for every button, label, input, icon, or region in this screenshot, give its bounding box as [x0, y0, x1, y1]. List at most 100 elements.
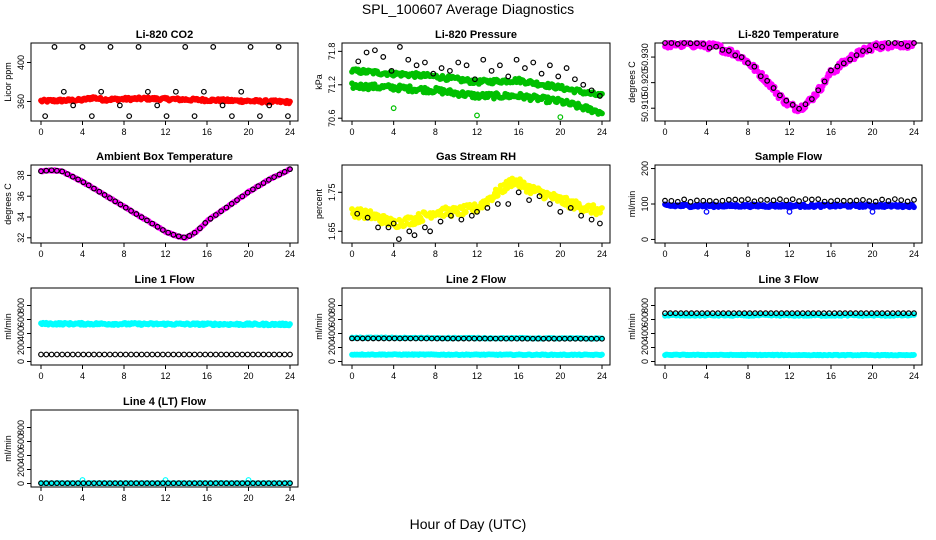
- chart-10-y-tick-label: 600: [16, 434, 26, 449]
- chart-1-x-tick-label: 16: [202, 127, 212, 137]
- chart-2-data-point: [405, 56, 412, 63]
- chart-8-data-point: [428, 335, 435, 342]
- chart-8-data-point: [513, 335, 520, 342]
- chart-7-data-point: [43, 351, 50, 358]
- chart-5-data-point: [427, 228, 434, 235]
- chart-3-data-point: [802, 101, 809, 108]
- chart-9-data-point: [911, 351, 917, 358]
- chart-9-data-point: [852, 310, 859, 317]
- chart-8-data-point: [593, 335, 600, 342]
- chart-1-data-point: [79, 44, 86, 50]
- chart-9-data-point: [879, 310, 886, 317]
- chart-4-data-point: [165, 229, 172, 236]
- chart-8-data-point: [529, 335, 536, 342]
- chart-3-data-point: [681, 40, 688, 46]
- chart-2-data-point: [491, 95, 497, 102]
- chart-3-data-point: [911, 40, 917, 46]
- chart-3-x-tick-label: 12: [784, 127, 794, 137]
- chart-9-data-point: [810, 310, 817, 317]
- chart-10-data-point: [159, 480, 166, 487]
- chart-7-data-point: [38, 351, 44, 358]
- chart-2-data-point: [513, 56, 520, 63]
- chart-5-data-point: [474, 208, 480, 215]
- chart-3-series-1: [662, 40, 917, 115]
- chart-4-y-axis-label: degrees C: [3, 183, 13, 225]
- chart-5-data-point: [458, 216, 465, 223]
- chart-8-y-tick-label: 0: [327, 359, 337, 364]
- chart-10-data-point: [69, 480, 76, 487]
- chart-7-data-point: [122, 351, 129, 358]
- chart-4-x-tick-label: 16: [202, 249, 212, 259]
- chart-1-data-point: [98, 88, 105, 95]
- chart-9-data-point: [699, 310, 705, 317]
- chart-5-data-point: [354, 210, 361, 217]
- chart-5-data-point: [557, 208, 564, 215]
- chart-2-data-point: [355, 58, 362, 65]
- chart-6-data-point: [687, 198, 694, 205]
- chart-6-data-point: [694, 197, 700, 204]
- chart-4-data-point: [250, 186, 256, 193]
- chart-2-y-axis-label: kPa: [314, 74, 324, 90]
- chart-6-x-tick-label: 0: [662, 249, 667, 259]
- chart-8-data-point: [599, 335, 605, 342]
- chart-8-data-point: [492, 335, 499, 342]
- chart-10-data-point: [260, 480, 267, 487]
- chart-9-data-point: [831, 310, 838, 317]
- chart-6-data-point: [891, 196, 898, 203]
- chart-9-data-point: [746, 310, 753, 317]
- chart-6-data-point: [911, 196, 917, 203]
- chart-3-data-point: [879, 43, 885, 50]
- chart-5-data-point: [468, 212, 475, 219]
- chart-6-data-point: [872, 198, 879, 205]
- chart-2-data-point: [480, 56, 487, 63]
- chart-8-data-point: [524, 335, 531, 342]
- chart-7-data-point: [144, 351, 150, 358]
- chart-9-title: Line 3 Flow: [759, 274, 819, 286]
- chart-1-data-point: [191, 113, 198, 120]
- chart-3-title: Li-820 Temperature: [738, 29, 839, 41]
- chart-7-data-point: [64, 351, 71, 358]
- chart-9-data-point: [683, 310, 690, 317]
- chart-7-data-point: [271, 351, 278, 358]
- chart-5-data-point: [505, 201, 512, 207]
- chart-9-data-point: [720, 310, 727, 317]
- chart-7-x-tick-label: 20: [243, 371, 253, 381]
- chart-4-data-point: [212, 212, 219, 218]
- chart-10-x-tick-label: 16: [202, 493, 212, 503]
- chart-8-data-point: [460, 335, 467, 342]
- chart-1-x-tick-label: 20: [243, 127, 253, 137]
- chart-4-data-point: [202, 220, 209, 226]
- chart-1-data-point: [126, 113, 133, 120]
- chart-8-data-point: [407, 335, 414, 342]
- chart-4-data-point: [207, 215, 214, 222]
- chart-5-title: Gas Stream RH: [436, 151, 516, 163]
- chart-1-data-point: [70, 102, 77, 109]
- chart-10-data-point: [207, 480, 214, 487]
- chart-1-data-point: [107, 44, 114, 50]
- chart-9-data-point: [863, 310, 870, 317]
- chart-9-y-tick-label: 800: [640, 298, 650, 313]
- chart-4-data-point: [154, 223, 161, 230]
- chart-1-title: Li-820 CO2: [136, 29, 193, 41]
- chart-7-data-point: [85, 351, 92, 358]
- chart-6-data-point: [834, 197, 841, 204]
- chart-8-y-tick-label: 600: [327, 312, 337, 327]
- chart-2-x-tick-label: 4: [391, 127, 396, 137]
- chart-8-plot-frame: [341, 287, 611, 366]
- chart-4-data-point: [64, 171, 71, 178]
- chart-6-data-point: [668, 197, 675, 204]
- chart-7-y-tick-label: 800: [16, 298, 26, 313]
- chart-7-data-point: [212, 351, 219, 358]
- chart-7-series-2: [38, 351, 293, 358]
- chart-9-data-point: [905, 310, 912, 317]
- chart-2-x-tick-label: 20: [555, 127, 565, 137]
- chart-7-data-point: [265, 351, 272, 358]
- chart-10-data-point: [175, 480, 182, 487]
- chart-6-data-point: [847, 197, 854, 204]
- chart-4-data-point: [43, 167, 50, 174]
- chart-9-data-point: [842, 310, 849, 317]
- chart-4-data-point: [69, 173, 76, 180]
- chart-9-data-point: [911, 310, 917, 317]
- chart-8-data-point: [508, 335, 515, 342]
